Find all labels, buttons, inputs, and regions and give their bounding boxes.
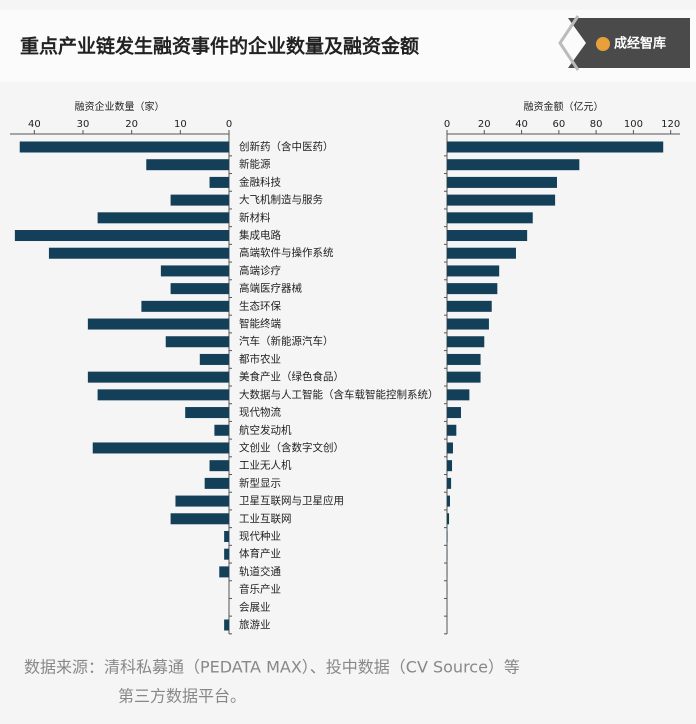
bar — [447, 354, 481, 365]
category-label: 大数据与人工智能（含车载智能控制系统） — [239, 388, 439, 401]
bar — [15, 230, 229, 241]
category-label: 高端医疗器械 — [239, 282, 302, 295]
bar — [447, 195, 555, 206]
category-label: 会展业 — [239, 600, 271, 613]
bar — [447, 283, 497, 294]
category-label: 新材料 — [239, 211, 271, 224]
axis-label: 融资企业数量（家） — [75, 100, 165, 113]
bar — [171, 283, 229, 294]
x-tick-label: 120 — [661, 119, 680, 130]
category-label: 旅游业 — [239, 618, 271, 631]
bar — [447, 513, 449, 524]
bar — [205, 478, 229, 489]
logo-icon — [596, 37, 610, 51]
bar — [447, 496, 450, 507]
category-label: 新型显示 — [239, 476, 281, 489]
x-tick-label: 20 — [478, 119, 491, 130]
category-label: 汽车（新能源汽车） — [239, 335, 334, 348]
bar — [185, 407, 229, 418]
category-label: 集成电路 — [239, 229, 281, 242]
category-label: 智能终端 — [239, 317, 281, 330]
x-tick-label: 100 — [624, 119, 643, 130]
bar — [146, 159, 229, 170]
category-label: 体育产业 — [239, 547, 281, 560]
category-label: 工业互联网 — [239, 513, 292, 525]
category-label: 高端诊疗 — [239, 264, 281, 277]
bar — [171, 195, 229, 206]
bar — [447, 460, 452, 471]
source-line: 数据来源：清科私募通（PEDATA MAX）、投中数据（CV Source）等 — [24, 658, 520, 677]
bar — [447, 425, 456, 436]
bar — [447, 531, 448, 542]
category-label: 高端软件与操作系统 — [239, 246, 334, 259]
bar — [141, 301, 229, 312]
bar — [447, 177, 557, 188]
bar — [447, 248, 516, 259]
bar — [98, 212, 229, 223]
category-label: 现代物流 — [239, 406, 281, 419]
bar — [447, 265, 499, 276]
bar — [224, 620, 229, 631]
category-label: 卫星互联网与卫星应用 — [239, 494, 344, 507]
bar — [161, 265, 229, 276]
bar — [447, 372, 481, 383]
category-label: 大飞机制造与服务 — [239, 193, 323, 206]
bar — [93, 442, 229, 453]
bar — [219, 566, 229, 577]
bar — [200, 354, 229, 365]
bar — [171, 513, 229, 524]
category-label: 金融科技 — [239, 175, 281, 188]
x-tick-label: 10 — [174, 119, 187, 130]
bar — [447, 407, 461, 418]
x-tick-label: 0 — [226, 119, 232, 130]
x-tick-label: 80 — [590, 119, 603, 130]
source-line: 第三方数据平台。 — [118, 687, 246, 706]
bar — [98, 389, 229, 400]
bar — [447, 301, 492, 312]
x-tick-label: 40 — [28, 119, 41, 130]
category-label: 现代种业 — [239, 529, 281, 542]
page-title: 重点产业链发生融资事件的企业数量及融资金额 — [20, 35, 419, 58]
category-label: 生态环保 — [239, 299, 281, 312]
category-label: 文创业（含数字文创） — [239, 441, 344, 454]
bar — [447, 389, 469, 400]
bar — [447, 142, 663, 153]
category-label: 工业无人机 — [239, 459, 292, 472]
bar — [175, 496, 229, 507]
bar — [447, 230, 527, 241]
x-tick-label: 30 — [77, 119, 90, 130]
category-label: 航空发动机 — [239, 423, 292, 436]
category-label: 创新药（含中医药） — [239, 140, 334, 153]
bar — [49, 248, 229, 259]
category-label: 美食产业（绿色食品） — [239, 370, 344, 383]
bar — [447, 442, 453, 453]
bar — [88, 372, 229, 383]
bar — [210, 177, 229, 188]
category-label: 都市农业 — [239, 352, 281, 365]
x-tick-label: 0 — [444, 119, 450, 130]
bar — [88, 319, 229, 330]
axis-label: 融资金额（亿元） — [524, 100, 604, 113]
bar — [447, 159, 579, 170]
bar — [447, 319, 489, 330]
bar — [447, 336, 484, 347]
x-tick-label: 20 — [125, 119, 138, 130]
x-tick-label: 60 — [552, 119, 565, 130]
category-label: 新能源 — [239, 158, 271, 171]
bar — [224, 531, 229, 542]
bar — [224, 549, 229, 560]
bar — [20, 142, 229, 153]
bar — [210, 460, 229, 471]
category-label: 音乐产业 — [239, 583, 281, 596]
bar — [447, 212, 533, 223]
bar — [214, 425, 229, 436]
x-tick-label: 40 — [515, 119, 528, 130]
bar — [166, 336, 229, 347]
logo-text: 成经智库 — [614, 36, 666, 52]
category-label: 轨道交通 — [239, 565, 281, 578]
bar — [447, 478, 451, 489]
